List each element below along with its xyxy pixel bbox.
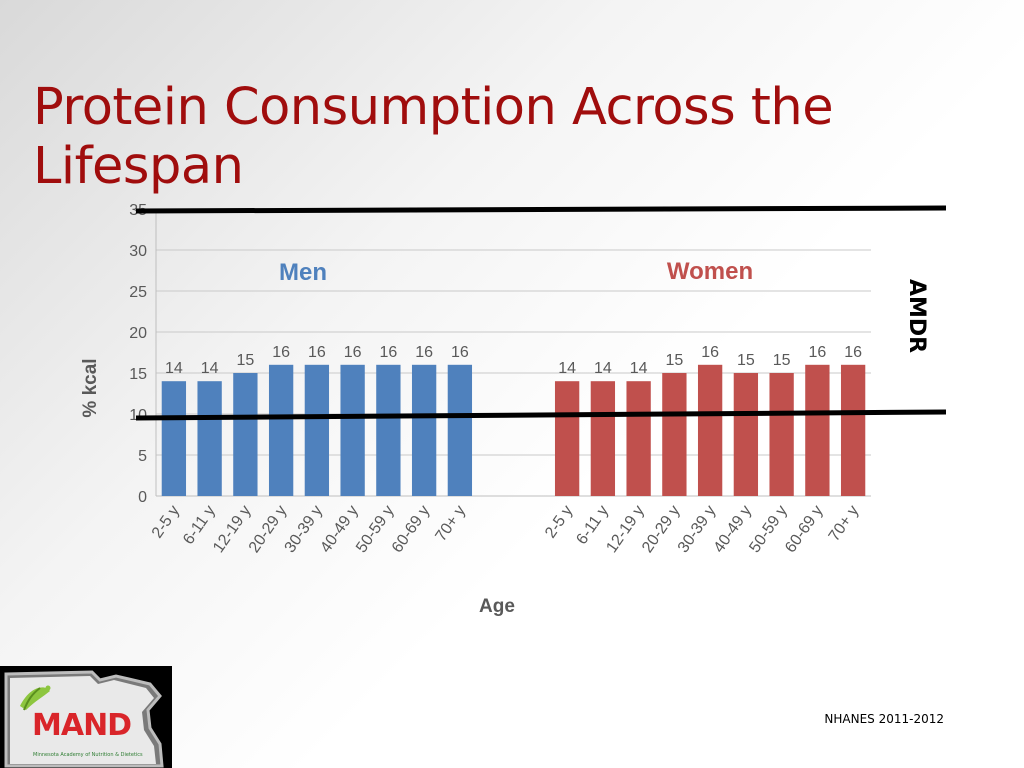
men-bar xyxy=(340,364,365,496)
data-label: 16 xyxy=(844,344,862,361)
data-label: 14 xyxy=(594,360,612,377)
x-tick-label: 2-5 y xyxy=(542,503,576,542)
amdr-upper-line xyxy=(135,205,947,214)
logo-text: MAND xyxy=(32,708,132,743)
data-label: 14 xyxy=(165,360,183,377)
women-bar xyxy=(733,373,759,496)
women-bar xyxy=(626,381,651,496)
women-series-label: Women xyxy=(667,258,753,285)
men-bar xyxy=(197,381,222,496)
data-label: 16 xyxy=(701,344,719,361)
y-tick-label: 0 xyxy=(138,489,147,506)
women-bar xyxy=(769,373,794,496)
x-tick-label: 2-5 y xyxy=(149,503,183,542)
x-tick-label: 70+ y xyxy=(826,503,863,545)
data-label: 16 xyxy=(379,344,397,361)
data-label: 15 xyxy=(665,352,683,369)
y-tick-label: 30 xyxy=(129,243,147,260)
data-label: 16 xyxy=(451,344,469,361)
y-tick-label: 25 xyxy=(129,284,147,301)
men-bar xyxy=(411,364,437,496)
data-label: 14 xyxy=(558,360,576,377)
men-bar xyxy=(304,364,330,496)
slide-title: Protein Consumption Across the Lifespan xyxy=(33,78,834,196)
men-bar xyxy=(161,381,187,496)
data-labels: 14 14 15 16 16 16 16 16 16 14 14 14 15 16 15 15 16 16 xyxy=(165,344,862,377)
source-note: NHANES 2011-2012 xyxy=(824,712,944,726)
x-tick-label: 60-69 y xyxy=(389,503,434,556)
data-label: 16 xyxy=(808,344,826,361)
women-bar xyxy=(662,373,687,496)
women-bar xyxy=(590,381,616,496)
y-tick-label: 5 xyxy=(138,448,147,465)
data-label: 15 xyxy=(773,352,791,369)
men-bar xyxy=(268,364,294,496)
gridlines xyxy=(156,208,871,497)
amdr-label: AMDR xyxy=(904,279,929,353)
axes xyxy=(155,209,871,497)
men-bar xyxy=(447,364,473,496)
data-label: 16 xyxy=(415,344,433,361)
data-label: 14 xyxy=(201,360,219,377)
y-axis-label: % kcal xyxy=(80,358,101,417)
data-label: 15 xyxy=(737,352,755,369)
amdr-lower-line xyxy=(135,409,947,421)
data-label: 16 xyxy=(308,344,326,361)
women-bar xyxy=(805,364,830,496)
x-tick-label: 60-69 y xyxy=(782,503,827,556)
logo-tagline: Minnesota Academy of Nutrition & Dieteti… xyxy=(33,752,143,758)
minnesota-map-icon xyxy=(4,670,164,768)
x-axis-label: Age xyxy=(479,596,515,617)
women-bar xyxy=(840,364,866,496)
men-series-label: Men xyxy=(279,259,327,286)
data-label: 14 xyxy=(630,360,648,377)
men-bar xyxy=(233,373,258,496)
x-tick-label: 70+ y xyxy=(433,503,470,545)
data-label: 16 xyxy=(272,344,290,361)
data-label: 16 xyxy=(344,344,362,361)
men-bar xyxy=(376,364,401,496)
women-bar xyxy=(554,381,580,496)
women-bar xyxy=(697,364,723,496)
bars xyxy=(161,364,866,496)
y-tick-label: 15 xyxy=(129,366,147,383)
mand-logo xyxy=(0,666,172,768)
y-tick-label: 20 xyxy=(129,325,147,342)
data-label: 15 xyxy=(236,352,254,369)
